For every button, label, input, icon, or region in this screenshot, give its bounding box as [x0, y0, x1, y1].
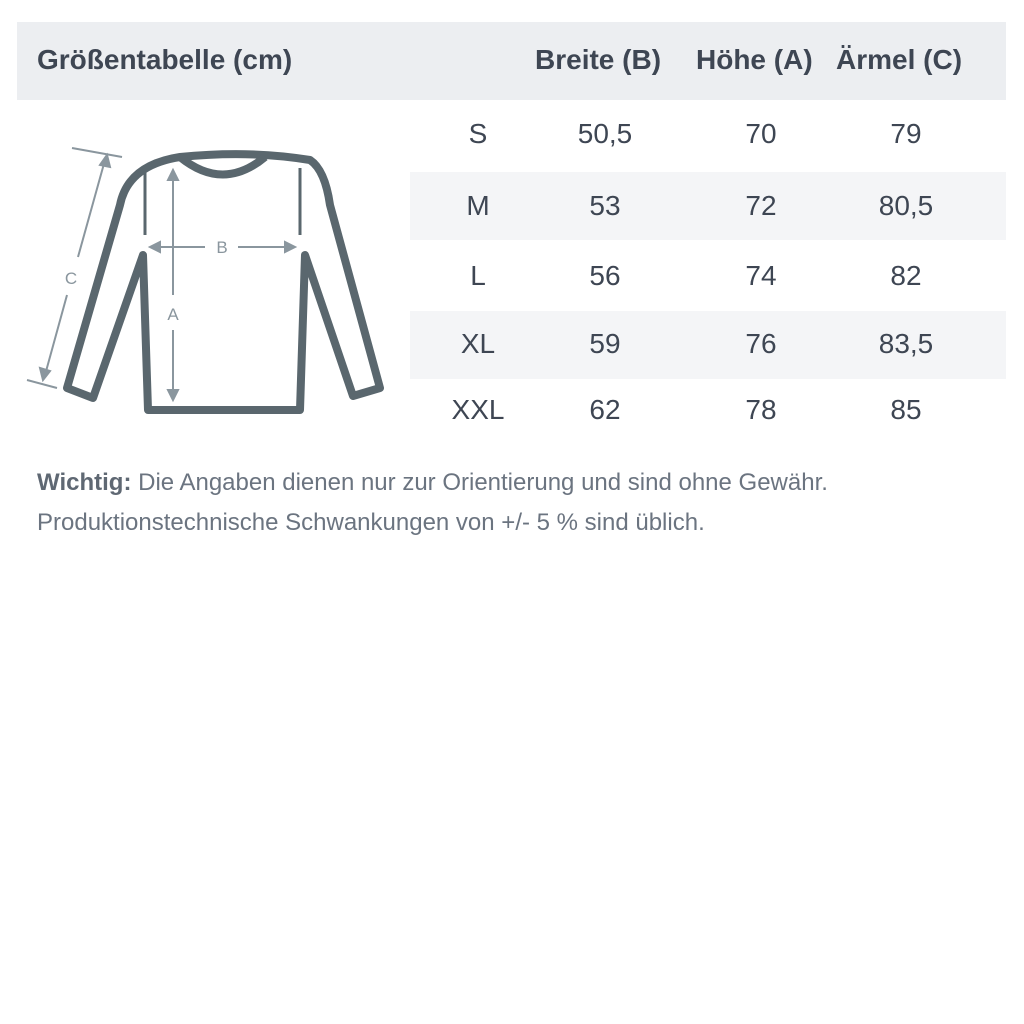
cell-size: M: [466, 190, 490, 221]
label-b: B: [216, 238, 227, 257]
cell-breite: 62: [589, 394, 621, 425]
cell-aermel: 80,5: [878, 190, 934, 221]
measure-arrows: [26, 147, 298, 403]
table-header: [17, 22, 1006, 100]
note-line2: Produktionstechnische Schwankungen von +…: [37, 509, 705, 536]
cell-breite: 59: [589, 328, 621, 359]
label-c: C: [65, 269, 77, 288]
note-bold: Wichtig:: [37, 469, 132, 496]
cell-hoehe: 78: [745, 394, 777, 425]
row-stripe: [410, 311, 1006, 379]
cell-hoehe: 70: [745, 118, 777, 149]
cell-aermel: 83,5: [878, 328, 934, 359]
cell-breite: 50,5: [577, 118, 633, 149]
note-line1: Die Angaben dienen nur zur Orientierung …: [131, 469, 828, 496]
column-header-breite: Breite (B): [535, 44, 662, 75]
column-header-aermel: Ärmel (C): [836, 44, 963, 75]
cell-hoehe: 72: [745, 190, 777, 221]
row-stripe: [410, 172, 1006, 240]
label-a: A: [167, 305, 179, 324]
cell-breite: 56: [589, 260, 621, 291]
cell-hoehe: 76: [745, 328, 777, 359]
cell-size: S: [468, 118, 488, 149]
cell-hoehe: 74: [745, 260, 777, 291]
page-title: Größentabelle (cm): [37, 44, 293, 75]
cell-breite: 53: [589, 190, 621, 221]
cell-aermel: 79: [890, 118, 922, 149]
cell-aermel: 85: [890, 394, 922, 425]
cell-aermel: 82: [890, 260, 922, 291]
sweater-outline-icon: [63, 150, 384, 414]
cell-size: XL: [460, 328, 496, 359]
sweater-diagram: A B C: [26, 147, 384, 414]
note: Wichtig: Die Angaben dienen nur zur Orie…: [37, 463, 997, 543]
cell-size: XXL: [451, 394, 505, 425]
cell-size: L: [470, 260, 486, 291]
column-header-hoehe: Höhe (A): [696, 44, 813, 75]
